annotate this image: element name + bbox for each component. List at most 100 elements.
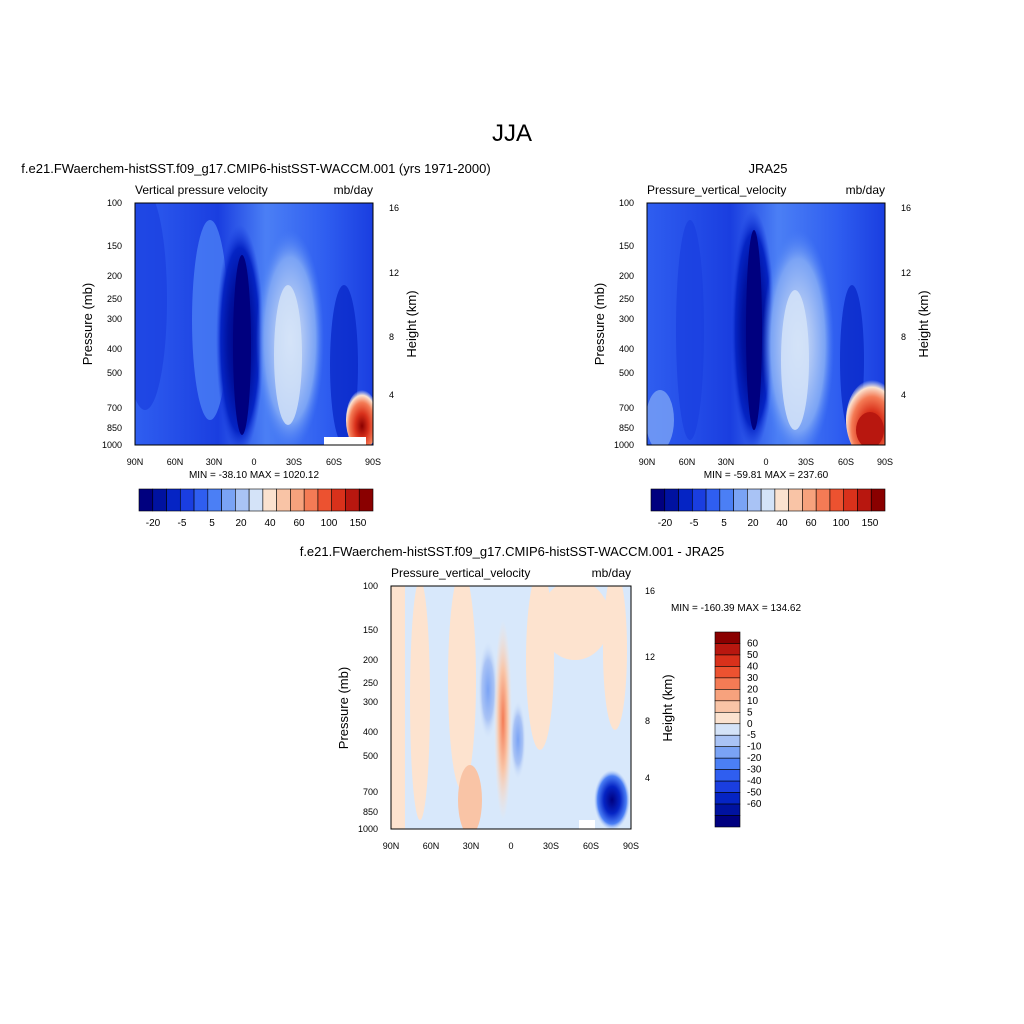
colorbar-label: 20: [747, 518, 759, 529]
y-tick-label: 150: [619, 241, 634, 251]
x-tick-label: 0: [763, 457, 768, 467]
colorbar-swatch: [829, 488, 845, 512]
colorbar-label: 5: [721, 518, 727, 529]
colorbar-swatch: [714, 803, 741, 816]
colorbar-swatch: [870, 488, 886, 512]
y-right-tick-labels: 16 12 8 4: [645, 586, 655, 783]
colorbar-label: 40: [747, 661, 759, 672]
colorbar-swatch: [138, 488, 154, 512]
colorbar-swatch: [166, 488, 181, 512]
min-max-stats: MIN = -59.81 MAX = 237.60: [704, 470, 829, 481]
colorbar-swatch: [714, 769, 741, 782]
panel-title: f.e21.FWaerchem-histSST.f09_g17.CMIP6-hi…: [21, 161, 490, 176]
colorbar-label: -5: [178, 518, 187, 529]
colorbar-swatch: [345, 488, 360, 512]
y-tick-label: 400: [619, 344, 634, 354]
colorbar-swatch: [802, 488, 817, 512]
x-tick-label: 90N: [127, 457, 144, 467]
colorbar-swatch: [152, 488, 167, 512]
colorbar-label: 40: [776, 518, 788, 529]
colorbar-label: 100: [321, 518, 338, 529]
colorbar-swatch: [714, 631, 741, 644]
colorbar-swatch: [774, 488, 789, 512]
y-tick-label: 300: [619, 314, 634, 324]
colorbar-label: 10: [747, 696, 759, 707]
y-axis-label: Pressure (mb): [336, 667, 351, 749]
x-tick-label: 30S: [286, 457, 302, 467]
colorbar-swatch: [303, 488, 319, 512]
y-tick-label: 500: [107, 368, 122, 378]
colorbar-swatch: [276, 488, 291, 512]
panel-title: JRA25: [748, 161, 787, 176]
x-tick-label: 60S: [326, 457, 342, 467]
y-right-tick-label: 16: [389, 203, 399, 213]
y-tick-label: 250: [107, 294, 122, 304]
y-tick-label: 250: [619, 294, 634, 304]
x-tick-label: 90N: [383, 841, 400, 851]
panel-model: f.e21.FWaerchem-histSST.f09_g17.CMIP6-hi…: [21, 161, 490, 529]
x-tick-label: 90S: [623, 841, 639, 851]
y-right-tick-label: 8: [389, 332, 394, 342]
y-right-tick-label: 8: [645, 716, 650, 726]
colorbar-swatch: [714, 711, 741, 725]
y-tick-label: 100: [363, 581, 378, 591]
y-right-tick-labels: 16 12 8 4: [901, 203, 911, 400]
colorbar-swatch: [207, 488, 222, 512]
colorbar-swatch: [262, 488, 277, 512]
colorbar-swatch: [714, 700, 741, 713]
colorbar-swatch: [714, 734, 741, 748]
panel-left-label: Vertical pressure velocity: [135, 183, 268, 197]
x-tick-labels: 90N 60N 30N 0 30S 60S 90S: [639, 457, 893, 467]
panel-right-label: mb/day: [846, 183, 885, 197]
colorbar-swatch: [747, 488, 762, 512]
colorbar-label: -50: [747, 788, 762, 799]
y-right-tick-label: 4: [901, 390, 906, 400]
colorbar-label: 20: [747, 684, 759, 695]
y-right-tick-label: 12: [645, 652, 655, 662]
colorbar-label: -5: [690, 518, 699, 529]
y-right-tick-label: 8: [901, 332, 906, 342]
y-tick-label: 150: [363, 625, 378, 635]
colorbar-label: 0: [747, 719, 753, 730]
colorbar-swatch: [248, 488, 264, 512]
y-tick-label: 700: [619, 403, 634, 413]
colorbar-swatch: [714, 654, 741, 667]
y-axis-label: Pressure (mb): [80, 283, 95, 365]
y-tick-label: 500: [619, 368, 634, 378]
y-tick-labels: 100 150 200 250 300 400 500 700 850 1000: [614, 198, 634, 450]
panel-title: f.e21.FWaerchem-histSST.f09_g17.CMIP6-hi…: [300, 544, 725, 559]
y-tick-label: 1000: [614, 440, 634, 450]
colorbar: -20 -5 5 20 40 60 100 150: [138, 488, 374, 529]
colorbar-label: -20: [146, 518, 161, 529]
x-tick-label: 60S: [838, 457, 854, 467]
panel-right-label: mb/day: [592, 566, 631, 580]
colorbar-swatch: [714, 746, 741, 759]
contour-field: [647, 203, 885, 445]
colorbar-label: -10: [747, 742, 762, 753]
y-tick-label: 700: [363, 787, 378, 797]
y-right-tick-label: 12: [389, 268, 399, 278]
colorbar-swatch: [760, 488, 776, 512]
colorbar-swatch: [815, 488, 831, 512]
x-tick-label: 0: [251, 457, 256, 467]
colorbar-swatch: [714, 792, 741, 805]
y-right-axis-label: Height (km): [404, 290, 419, 357]
x-tick-labels: 90N 60N 30N 0 30S 60S 90S: [383, 841, 639, 851]
panel-left-label: Pressure_vertical_velocity: [391, 566, 530, 580]
colorbar-swatch: [678, 488, 693, 512]
colorbar-swatch: [650, 488, 666, 512]
colorbar-label: 5: [747, 707, 753, 718]
y-tick-label: 1000: [358, 824, 378, 834]
x-tick-label: 60N: [167, 457, 184, 467]
y-tick-label: 300: [107, 314, 122, 324]
colorbar-swatch: [317, 488, 333, 512]
colorbar-swatch: [235, 488, 250, 512]
colorbar-label: 100: [833, 518, 850, 529]
y-tick-labels: 100 150 200 250 300 400 500 700 850 1000: [102, 198, 122, 450]
colorbar-swatch: [358, 488, 374, 512]
colorbar-label: -40: [747, 776, 762, 787]
y-tick-labels: 100 150 200 250 300 400 500 700 850 1000: [358, 581, 378, 834]
colorbar-swatch: [788, 488, 803, 512]
colorbar-swatch: [221, 488, 236, 512]
min-max-stats: MIN = -38.10 MAX = 1020.12: [189, 470, 320, 481]
